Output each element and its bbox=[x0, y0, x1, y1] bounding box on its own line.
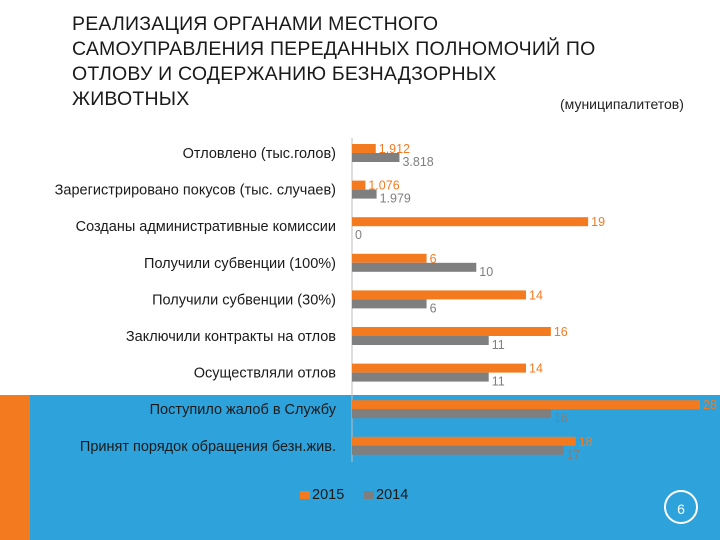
bar-2015 bbox=[352, 436, 576, 446]
title-line: ЖИВОТНЫХ bbox=[72, 88, 190, 110]
bar-2015 bbox=[352, 217, 589, 227]
title-line: ОТЛОВУ И СОДЕРЖАНИЮ БЕЗНАДЗОРНЫХ bbox=[72, 63, 497, 85]
data-label-2014: 6 bbox=[430, 301, 437, 315]
data-label-2015: 14 bbox=[529, 288, 543, 302]
data-label-2015: 6 bbox=[430, 252, 437, 266]
bar-2014 bbox=[352, 262, 477, 272]
category-label: Принят порядок обращения безн.жив. bbox=[80, 439, 336, 455]
bar-2015 bbox=[352, 253, 427, 263]
bar-2015 bbox=[352, 400, 700, 410]
legend-label-2014: 2014 bbox=[376, 487, 408, 503]
title-line: САМОУПРАВЛЕНИЯ ПЕРЕДАННЫХ ПОЛНОМОЧИЙ ПО bbox=[72, 38, 596, 60]
legend-label-2015: 2015 bbox=[312, 487, 344, 503]
data-label-2014: 16 bbox=[554, 411, 568, 425]
page-number: 6 bbox=[664, 490, 698, 524]
data-label-2015: 1.076 bbox=[368, 179, 399, 193]
data-label-2014: 11 bbox=[492, 375, 505, 389]
bar-2014 bbox=[352, 189, 377, 199]
data-label-2015: 19 bbox=[591, 215, 605, 229]
bar-2014 bbox=[352, 336, 489, 345]
data-label-2014: 0 bbox=[355, 228, 362, 242]
bar-2014 bbox=[352, 372, 489, 382]
bar-2015 bbox=[352, 180, 366, 190]
bar-2015 bbox=[352, 290, 526, 300]
data-label-2014: 17 bbox=[566, 448, 580, 462]
category-label: Поступило жалоб в Службу bbox=[150, 402, 337, 418]
chart-subtitle: (муниципалитетов) bbox=[560, 96, 684, 112]
footer-band bbox=[0, 395, 720, 540]
title-line: РЕАЛИЗАЦИЯ ОРГАНАМИ МЕСТНОГО bbox=[72, 13, 439, 35]
bar-2015 bbox=[352, 327, 551, 336]
data-label-2015: 18 bbox=[579, 435, 593, 449]
category-label: Отловлено (тыс.голов) bbox=[183, 146, 336, 162]
bar-2014 bbox=[352, 299, 427, 309]
data-label-2014: 11 bbox=[492, 338, 505, 352]
bar-2014 bbox=[352, 409, 551, 419]
category-label: Осуществляли отлов bbox=[194, 366, 337, 382]
category-label: Созданы административные комиссии bbox=[76, 219, 336, 235]
page-title: РЕАЛИЗАЦИЯ ОРГАНАМИ МЕСТНОГО САМОУПРАВЛЕ… bbox=[72, 12, 672, 112]
legend-swatch-2014 bbox=[364, 491, 374, 499]
legend-swatch-2015 bbox=[300, 491, 310, 499]
data-label-2014: 1.979 bbox=[380, 192, 411, 206]
data-label-2014: 10 bbox=[479, 265, 493, 279]
category-label: Получили субвенции (30%) bbox=[152, 292, 336, 308]
bar-2015 bbox=[352, 363, 526, 373]
category-label: Заключили контракты на отлов bbox=[126, 329, 336, 345]
data-label-2014: 3.818 bbox=[402, 155, 433, 169]
bar-2014 bbox=[352, 153, 400, 162]
data-label-2015: 16 bbox=[554, 325, 568, 339]
data-label-2015: 14 bbox=[529, 362, 543, 376]
bar-2014 bbox=[352, 445, 564, 455]
category-label: Зарегистрировано покусов (тыс. случаев) bbox=[55, 183, 336, 199]
data-label-2015: 28 bbox=[703, 398, 717, 412]
data-label-2015: 1.912 bbox=[379, 142, 410, 156]
footer-accent bbox=[0, 395, 30, 540]
category-label: Получили субвенции (100%) bbox=[144, 256, 336, 272]
bar-2015 bbox=[352, 144, 376, 153]
